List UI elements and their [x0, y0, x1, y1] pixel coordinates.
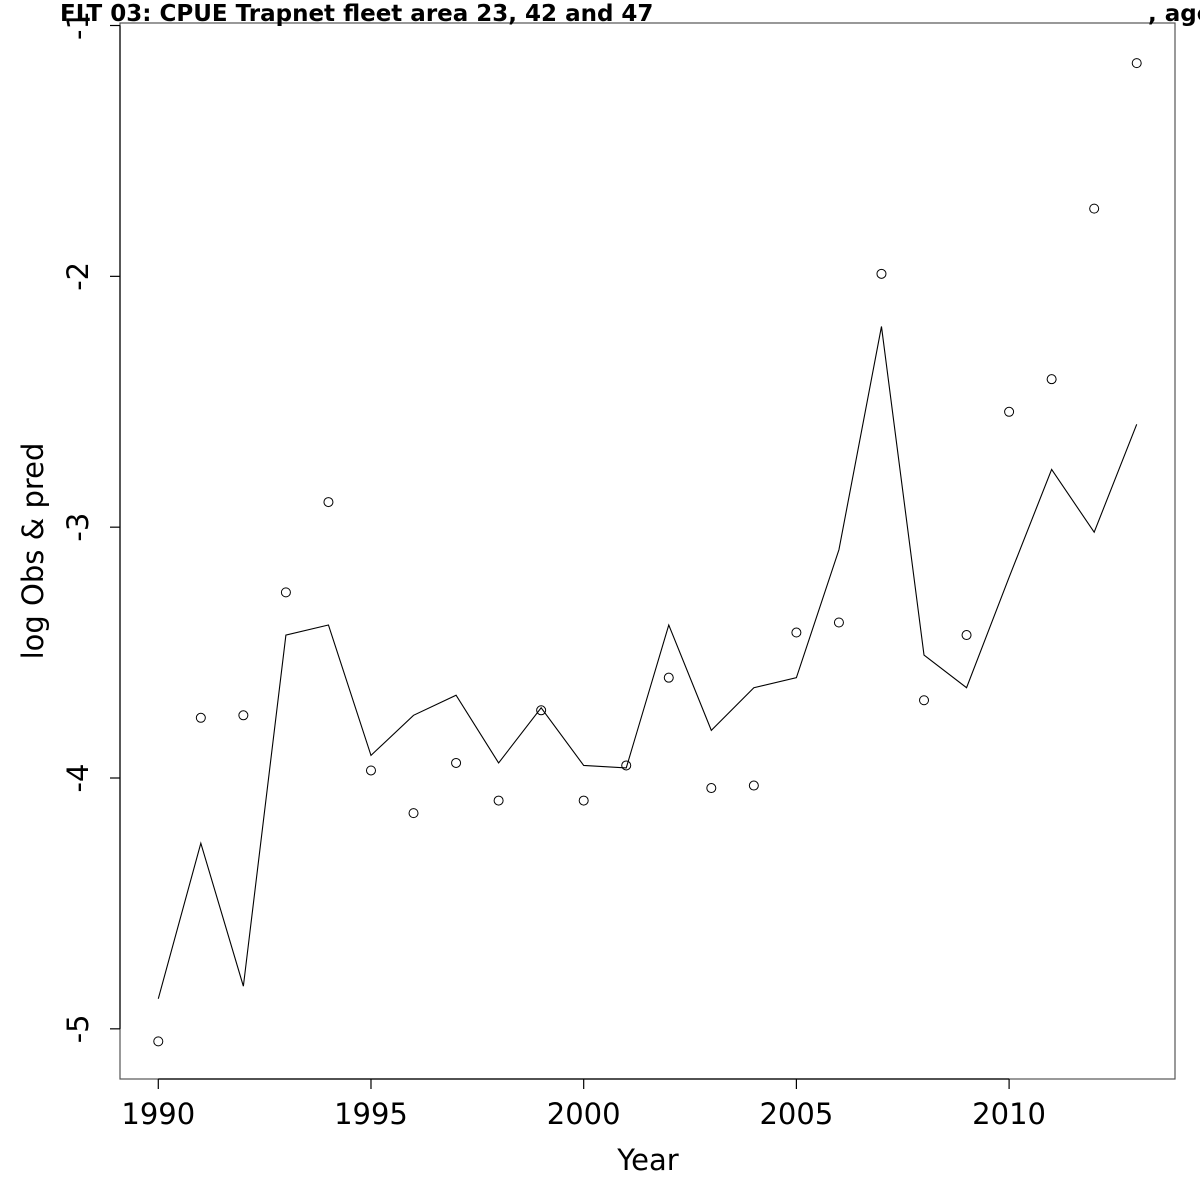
x-tick-label: 2000 [547, 1097, 621, 1131]
obs-point [621, 760, 632, 771]
y-tick-label: -4 [61, 764, 95, 793]
obs-point [238, 710, 249, 721]
obs-point [1089, 203, 1100, 214]
x-tick-label: 1990 [121, 1097, 195, 1131]
obs-point [1046, 374, 1057, 385]
x-axis-label: Year [616, 1143, 678, 1177]
y-tick-label: -2 [61, 262, 95, 291]
obs-point [493, 795, 504, 806]
chart-title-suffix: , age [1148, 1, 1200, 27]
x-tick-label: 2005 [759, 1097, 833, 1131]
y-tick-label: -3 [61, 513, 95, 542]
obs-point [536, 705, 547, 716]
obs-point [153, 1036, 164, 1047]
obs-point [833, 617, 844, 628]
plot-frame [119, 22, 1176, 1080]
x-tick-label: 2010 [972, 1097, 1046, 1131]
series-layer [153, 58, 1142, 1047]
chart-title: FLT 03: CPUE Trapnet fleet area 23, 42 a… [60, 1, 653, 27]
obs-point [919, 695, 930, 706]
x-tick-label: 1995 [334, 1097, 408, 1131]
obs-point [323, 497, 334, 508]
obs-point [748, 780, 759, 791]
obs-point [280, 587, 291, 598]
y-tick-label: -5 [61, 1014, 95, 1043]
y-axis-label: log Obs & pred [16, 443, 50, 660]
x-axis: 1990 1995 2000 2005 2010 [121, 1078, 1046, 1131]
obs-point [1004, 406, 1015, 417]
y-axis: -5 -4 -3 -2 -1 [61, 11, 121, 1043]
obs-point [1131, 58, 1142, 69]
obs-point [578, 795, 589, 806]
y-tick-label: -1 [61, 11, 95, 40]
pred-series-line [157, 326, 1138, 999]
obs-point [961, 630, 972, 641]
obs-point [663, 672, 674, 683]
obs-point [791, 627, 802, 638]
obs-point [408, 808, 419, 819]
obs-point [876, 268, 887, 279]
obs-point [706, 783, 717, 794]
obs-point [195, 712, 206, 723]
obs-point [365, 765, 376, 776]
obs-point [451, 757, 462, 768]
